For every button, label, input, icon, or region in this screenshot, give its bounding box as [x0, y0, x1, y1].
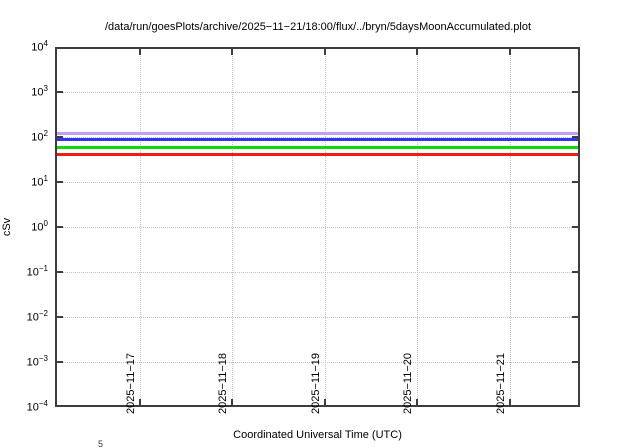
gridline-v	[417, 49, 418, 405]
data-line-red	[57, 153, 578, 156]
y-tick-label: 10−3	[26, 354, 48, 369]
x-tick-label: 2025−11−19	[310, 353, 322, 414]
x-tick-label: 2025−11−18	[217, 353, 229, 414]
x-tick-mark	[416, 399, 418, 405]
y-tick-mark	[572, 136, 578, 138]
x-tick-label: 2025−11−20	[402, 353, 414, 414]
gridline-v	[325, 49, 326, 405]
gridline-h	[57, 92, 578, 93]
y-tick-mark	[57, 226, 63, 228]
y-tick-mark	[57, 91, 63, 93]
y-tick-mark	[57, 271, 63, 273]
x-tick-mark	[509, 49, 511, 55]
gridline-h	[57, 227, 578, 228]
y-tick-label: 104	[31, 39, 48, 54]
gridline-v	[140, 49, 141, 405]
data-line-purple	[57, 132, 578, 135]
y-tick-mark	[57, 361, 63, 363]
x-tick-label: 2025−11−17	[125, 353, 137, 414]
gridline-v	[510, 49, 511, 405]
x-tick-mark	[324, 399, 326, 405]
x-tick-label: 2025−11−21	[495, 353, 507, 414]
x-tick-mark	[139, 399, 141, 405]
x-tick-mark	[324, 49, 326, 55]
y-tick-mark	[572, 91, 578, 93]
y-tick-label: 100	[31, 219, 48, 234]
y-tick-mark	[57, 181, 63, 183]
y-tick-label: 10−4	[26, 399, 48, 414]
gridline-h	[57, 137, 578, 138]
x-tick-mark	[231, 49, 233, 55]
y-tick-label: 102	[31, 129, 48, 144]
gridline-h	[57, 362, 578, 363]
gridline-h	[57, 182, 578, 183]
y-tick-mark	[572, 271, 578, 273]
y-tick-label: 10−2	[26, 309, 48, 324]
plot-area	[55, 47, 580, 407]
y-tick-mark	[57, 316, 63, 318]
gridline-h	[57, 272, 578, 273]
y-tick-mark	[572, 226, 578, 228]
y-tick-mark	[572, 361, 578, 363]
y-tick-label: 103	[31, 84, 48, 99]
x-axis-label: Coordinated Universal Time (UTC)	[233, 429, 402, 441]
x-tick-mark	[416, 49, 418, 55]
x-tick-mark	[509, 399, 511, 405]
stray-text-fragment: 5	[98, 439, 104, 448]
data-line-green	[57, 146, 578, 149]
y-tick-mark	[572, 316, 578, 318]
y-tick-mark	[57, 136, 63, 138]
gridline-v	[232, 49, 233, 405]
y-tick-label: 101	[31, 174, 48, 189]
y-tick-label: 10−1	[26, 264, 48, 279]
y-axis-label: cSv	[1, 217, 13, 237]
gridline-h	[57, 317, 578, 318]
x-tick-mark	[231, 399, 233, 405]
chart-title: /data/run/goesPlots/archive/2025−11−21/1…	[104, 21, 531, 33]
x-tick-mark	[139, 49, 141, 55]
y-tick-mark	[572, 181, 578, 183]
data-line-blue	[57, 138, 578, 141]
